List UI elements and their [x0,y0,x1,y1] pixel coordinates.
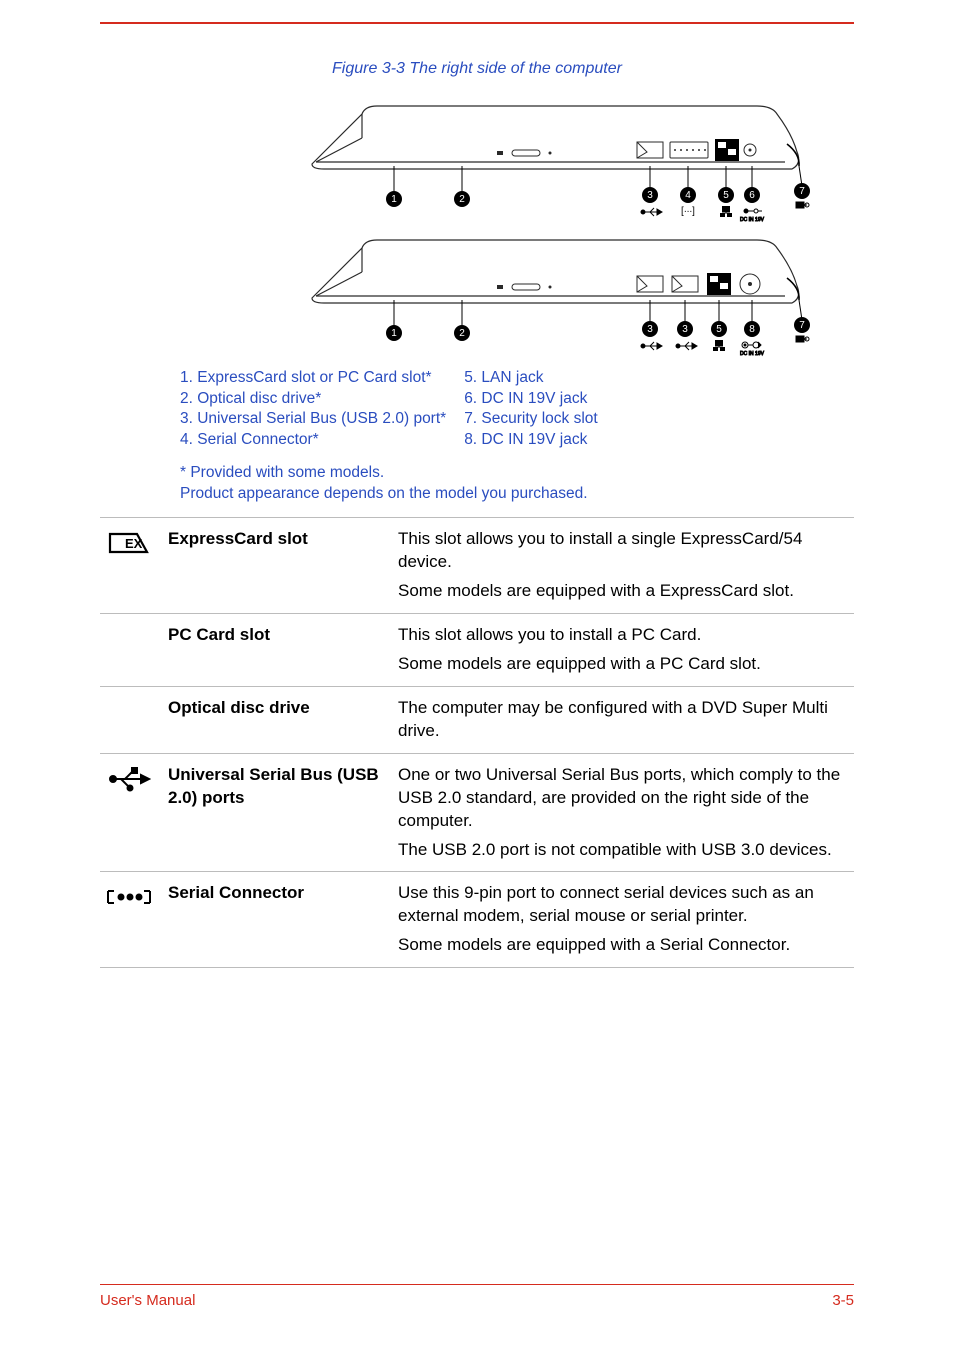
spec-desc: Use this 9-pin port to connect serial de… [398,882,854,957]
legend-col-left: 1. ExpressCard slot or PC Card slot* 2. … [180,368,446,452]
serial-icon [100,882,158,917]
spec-title: PC Card slot [168,624,388,647]
svg-text:2: 2 [459,328,465,339]
spec-title: Universal Serial Bus (USB 2.0) ports [168,764,388,810]
no-icon [100,624,158,626]
svg-text:2: 2 [459,194,465,205]
figure-caption: Figure 3-3 The right side of the compute… [100,58,854,80]
figure: 1 2 3 4 [∙∙∙] 5 [260,94,854,358]
svg-text:3: 3 [682,324,688,335]
no-icon [100,697,158,699]
svg-text:DC IN 19V: DC IN 19V [740,351,765,357]
svg-text:5: 5 [716,324,722,335]
svg-text:3: 3 [647,324,653,335]
svg-text:6: 6 [749,190,755,201]
spec-desc: This slot allows you to install a single… [398,528,854,603]
spec-row-usb: Universal Serial Bus (USB 2.0) ports One… [100,753,854,872]
svg-text:3: 3 [647,190,653,201]
legend-item: 2. Optical disc drive* [180,389,446,410]
spec-row-pccard: PC Card slot This slot allows you to ins… [100,613,854,686]
svg-text:1: 1 [391,194,397,205]
spec-row-expresscard: EX ExpressCard slot This slot allows you… [100,517,854,613]
spec-title: ExpressCard slot [168,528,388,551]
svg-text:5: 5 [723,190,729,201]
page-footer: User's Manual 3-5 [100,1284,854,1311]
expresscard-icon: EX [100,528,158,563]
svg-text:DC IN 19V: DC IN 19V [740,217,765,223]
legend-item: 6. DC IN 19V jack [464,389,598,410]
footer-left: User's Manual [100,1291,195,1311]
svg-text:EX: EX [125,536,143,551]
legend-note: * Provided with some models. [180,463,854,484]
spec-row-odd: Optical disc drive The computer may be c… [100,686,854,753]
svg-text:8: 8 [749,324,755,335]
footer-right: 3-5 [832,1291,854,1311]
spec-table: EX ExpressCard slot This slot allows you… [100,517,854,968]
page: Figure 3-3 The right side of the compute… [0,0,954,1345]
spec-desc: One or two Universal Serial Bus ports, w… [398,764,854,862]
right-side-view-2: 1 2 3 3 5 [302,228,812,358]
legend-item: 1. ExpressCard slot or PC Card slot* [180,368,446,389]
svg-text:1: 1 [391,328,397,339]
legend-item: 5. LAN jack [464,368,598,389]
svg-text:7: 7 [799,186,805,197]
spec-title: Optical disc drive [168,697,388,720]
usb-icon [100,764,158,799]
legend-note: Product appearance depends on the model … [180,484,854,505]
legend-item: 8. DC IN 19V jack [464,430,598,451]
legend-col-right: 5. LAN jack 6. DC IN 19V jack 7. Securit… [464,368,598,452]
spec-row-serial: Serial Connector Use this 9-pin port to … [100,871,854,968]
figure-legend: 1. ExpressCard slot or PC Card slot* 2. … [180,368,854,506]
legend-item: 3. Universal Serial Bus (USB 2.0) port* [180,409,446,430]
svg-text:4: 4 [685,190,691,201]
right-side-view-1: 1 2 3 4 [∙∙∙] 5 [302,94,812,224]
spec-title: Serial Connector [168,882,388,905]
legend-item: 7. Security lock slot [464,409,598,430]
legend-item: 4. Serial Connector* [180,430,446,451]
svg-text:[∙∙∙]: [∙∙∙] [681,206,695,217]
top-rule [100,22,854,24]
spec-desc: The computer may be configured with a DV… [398,697,854,743]
svg-text:7: 7 [799,320,805,331]
spec-desc: This slot allows you to install a PC Car… [398,624,854,676]
